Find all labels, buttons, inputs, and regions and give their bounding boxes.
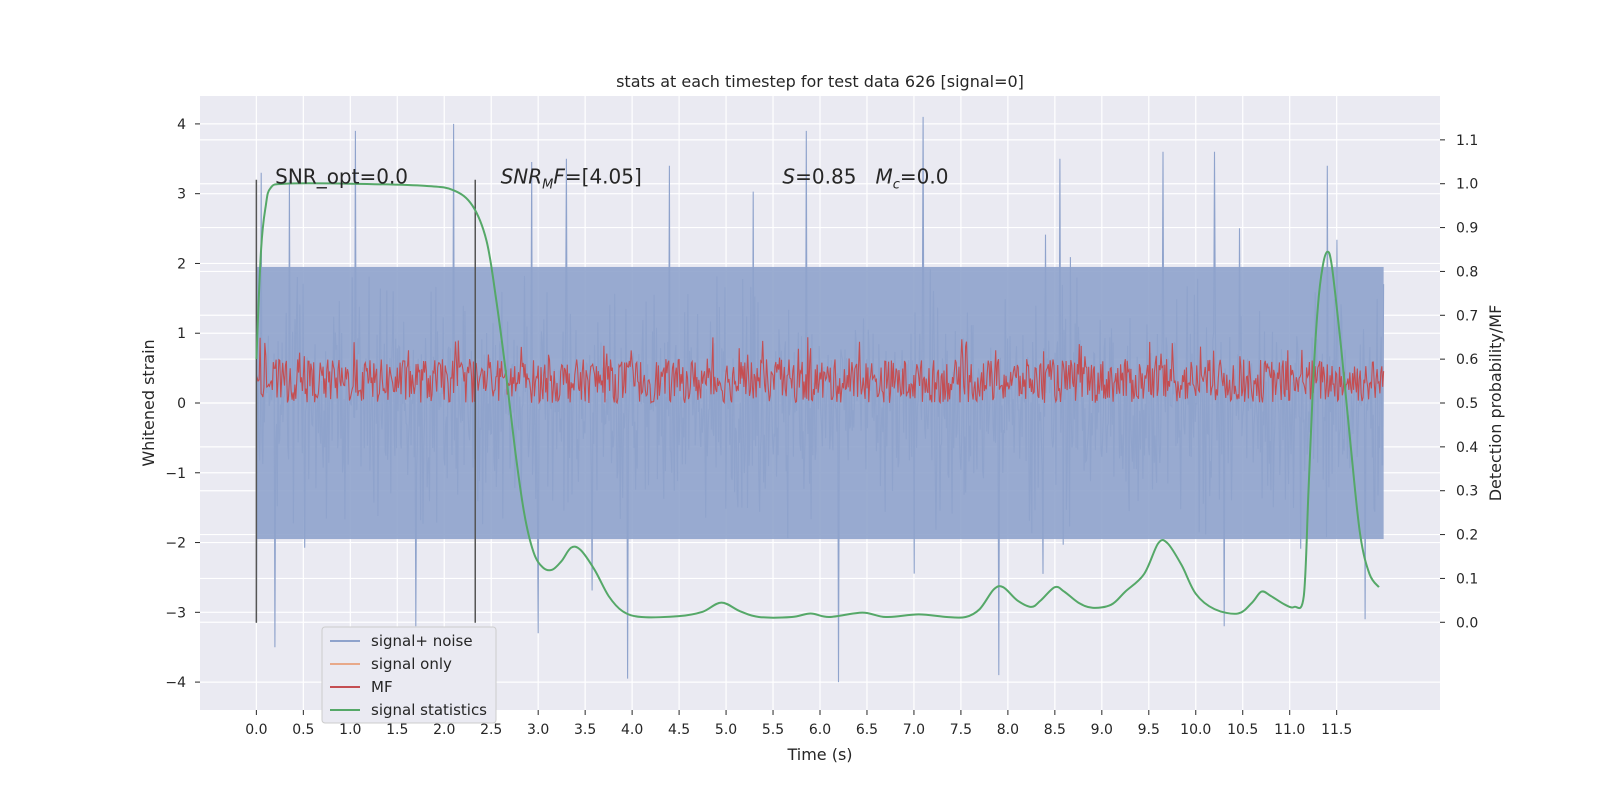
y-tick-label-right: 0.5 (1456, 396, 1478, 412)
legend-label: signal statistics (371, 701, 487, 719)
x-tick-label: 4.5 (668, 722, 690, 738)
y-tick-label-left: 1 (177, 326, 186, 342)
y-tick-label-left: 2 (177, 256, 186, 272)
x-tick-label: 8.5 (1044, 722, 1066, 738)
markers (255, 179, 476, 623)
y-tick-label-right: 1.0 (1456, 177, 1478, 193)
x-tick-label: 5.5 (762, 722, 784, 738)
y-tick-label-left: 3 (177, 187, 186, 203)
y-tick-label-right: 0.1 (1456, 571, 1478, 587)
x-tick-label: 0.0 (245, 722, 267, 738)
y-tick-label-right: 0.6 (1456, 352, 1478, 368)
x-tick-label: 1.5 (386, 722, 408, 738)
y-tick-label-right: 0.4 (1456, 440, 1478, 456)
x-tick-label: 9.0 (1091, 722, 1113, 738)
y-tick-label-right: 0.9 (1456, 221, 1478, 237)
legend-label: signal only (371, 655, 452, 673)
y-tick-label-left: 4 (177, 117, 186, 133)
x-tick-label: 4.0 (621, 722, 643, 738)
y-tick-label-left: 0 (177, 396, 186, 412)
x-tick-label: 10.0 (1180, 722, 1211, 738)
x-tick-label: 6.0 (809, 722, 831, 738)
x-tick-label: 3.0 (527, 722, 549, 738)
x-tick-label: 7.5 (950, 722, 972, 738)
y-tick-label-right: 1.1 (1456, 133, 1478, 149)
signal-statistics-line (255, 182, 1380, 619)
legend-box (321, 626, 497, 724)
y-axis-label-left: Whitened strain (139, 339, 158, 466)
y-tick-label-left: −1 (165, 466, 186, 482)
annotation-snr-opt: SNR_opt=0.0 (275, 165, 408, 189)
ticks: 0.0 0.5 1.0 1.5 2.0 2.5 3.0 3.5 4.0 4.5 5.0 5.5 6.0 6… (165, 117, 1478, 738)
x-axis-label: Time (s) (786, 745, 852, 764)
series-signal-statistics (255, 182, 1380, 619)
y-tick-label-right: 0.8 (1456, 264, 1478, 280)
x-tick-label: 3.5 (574, 722, 596, 738)
x-tick-label: 2.0 (433, 722, 455, 738)
x-tick-label: 10.5 (1227, 722, 1258, 738)
x-tick-label: 9.5 (1138, 722, 1160, 738)
x-tick-label: 2.5 (480, 722, 502, 738)
chart-title: stats at each timestep for test data 626… (616, 72, 1024, 91)
series-signal-noise (255, 116, 1385, 683)
x-tick-label: 11.0 (1274, 722, 1305, 738)
legend: signal+ noise signal only MF signal statist… (321, 626, 497, 724)
x-tick-label: 5.0 (715, 722, 737, 738)
mf-line (255, 337, 1385, 405)
y-tick-label-left: −4 (165, 675, 186, 691)
y-axis-label-right: Detection probability/MF (1486, 305, 1505, 502)
y-tick-label-right: 0.2 (1456, 528, 1478, 544)
legend-label: signal+ noise (371, 632, 473, 650)
annotations: SNR_opt=0.0 SNRMF=[4.05] S=0.85 Mc=0.0 (275, 165, 948, 193)
x-tick-label: 6.5 (856, 722, 878, 738)
y-tick-label-left: −3 (165, 605, 186, 621)
annotation-s-mc: S=0.85 Mc=0.0 (782, 165, 948, 193)
annotation-snr-mf: SNRMF=[4.05] (501, 165, 642, 193)
x-tick-label: 7.0 (903, 722, 925, 738)
y-tick-label-right: 0.7 (1456, 308, 1478, 324)
y-tick-label-right: 0.3 (1456, 484, 1478, 500)
x-tick-label: 0.5 (292, 722, 314, 738)
y-tick-label-left: −2 (165, 536, 186, 552)
legend-label: MF (371, 678, 393, 696)
y-tick-label-right: 0.0 (1456, 615, 1478, 631)
x-tick-label: 1.0 (339, 722, 361, 738)
x-tick-label: 11.5 (1321, 722, 1352, 738)
noise-line (255, 116, 1385, 683)
series-mf (255, 337, 1385, 405)
x-tick-label: 8.0 (997, 722, 1019, 738)
